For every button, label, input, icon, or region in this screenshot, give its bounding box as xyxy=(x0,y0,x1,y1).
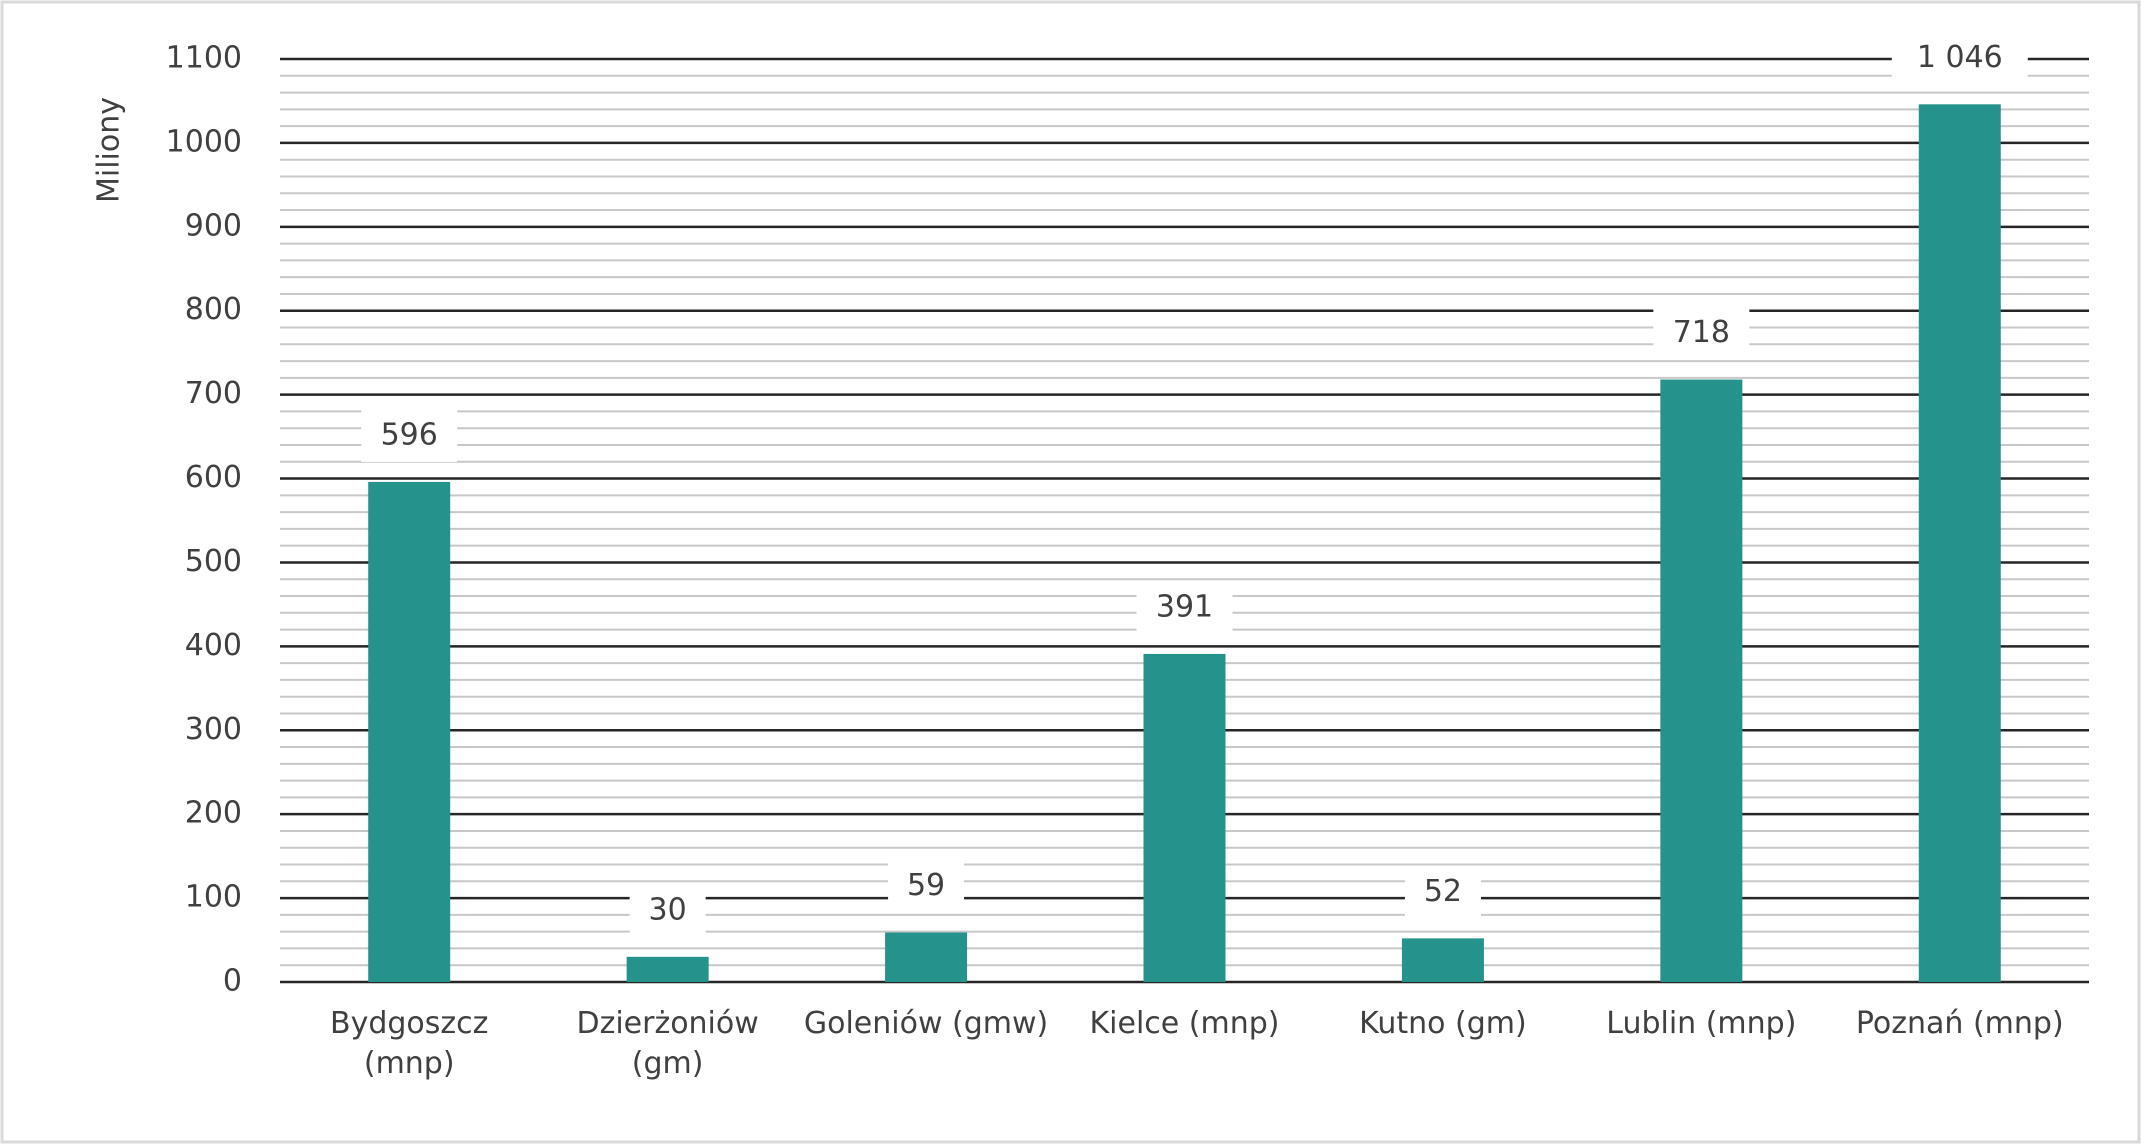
data-label-bg xyxy=(888,860,965,913)
y-axis-label: Miliony xyxy=(92,97,127,203)
y-tick-label: 500 xyxy=(185,544,242,579)
y-tick-label: 300 xyxy=(185,712,242,747)
bar xyxy=(1143,653,1226,982)
bar xyxy=(885,932,968,982)
data-label-bg xyxy=(629,884,706,937)
data-label-bg xyxy=(1404,866,1481,919)
y-tick-label: 800 xyxy=(185,292,242,327)
x-tick-label: Kutno (gm) xyxy=(1359,1006,1527,1041)
data-label-bg xyxy=(1891,32,2028,85)
data-label: 1 046 xyxy=(1917,40,2003,75)
y-tick-label: 1000 xyxy=(166,124,242,159)
data-label: 52 xyxy=(1424,874,1462,909)
y-tick-label: 700 xyxy=(185,376,242,411)
x-tick-label: Lublin (mnp) xyxy=(1606,1006,1797,1041)
y-tick-label: 200 xyxy=(185,796,242,831)
data-label-bg xyxy=(361,409,458,462)
x-tick-label: Dzierżoniów (gm) xyxy=(576,1006,759,1081)
y-tick-label: 900 xyxy=(185,208,242,243)
y-tick-label: 100 xyxy=(185,880,242,915)
x-tick-label: Bydgoszcz (mnp) xyxy=(330,1006,489,1081)
x-tick-label: Goleniów (gmw) xyxy=(803,1006,1049,1041)
data-label: 718 xyxy=(1673,315,1730,350)
bar xyxy=(1918,104,2001,982)
data-label-bg xyxy=(1136,581,1233,634)
data-label: 596 xyxy=(381,417,438,452)
y-tick-label: 0 xyxy=(223,964,242,999)
bar xyxy=(626,956,709,982)
x-tick-label: Poznań (mnp) xyxy=(1855,1006,2064,1041)
data-label-bg xyxy=(1653,307,1750,360)
data-label: 391 xyxy=(1156,589,1213,624)
x-tick-label: Kielce (mnp) xyxy=(1089,1006,1280,1041)
y-tick-label: 400 xyxy=(185,628,242,663)
y-tick-label: 1100 xyxy=(166,41,242,76)
data-label: 30 xyxy=(649,892,687,927)
data-label: 59 xyxy=(907,868,945,903)
bar xyxy=(368,481,451,982)
y-tick-label: 600 xyxy=(185,460,242,495)
bar xyxy=(1401,938,1484,982)
bar xyxy=(1660,379,1743,982)
